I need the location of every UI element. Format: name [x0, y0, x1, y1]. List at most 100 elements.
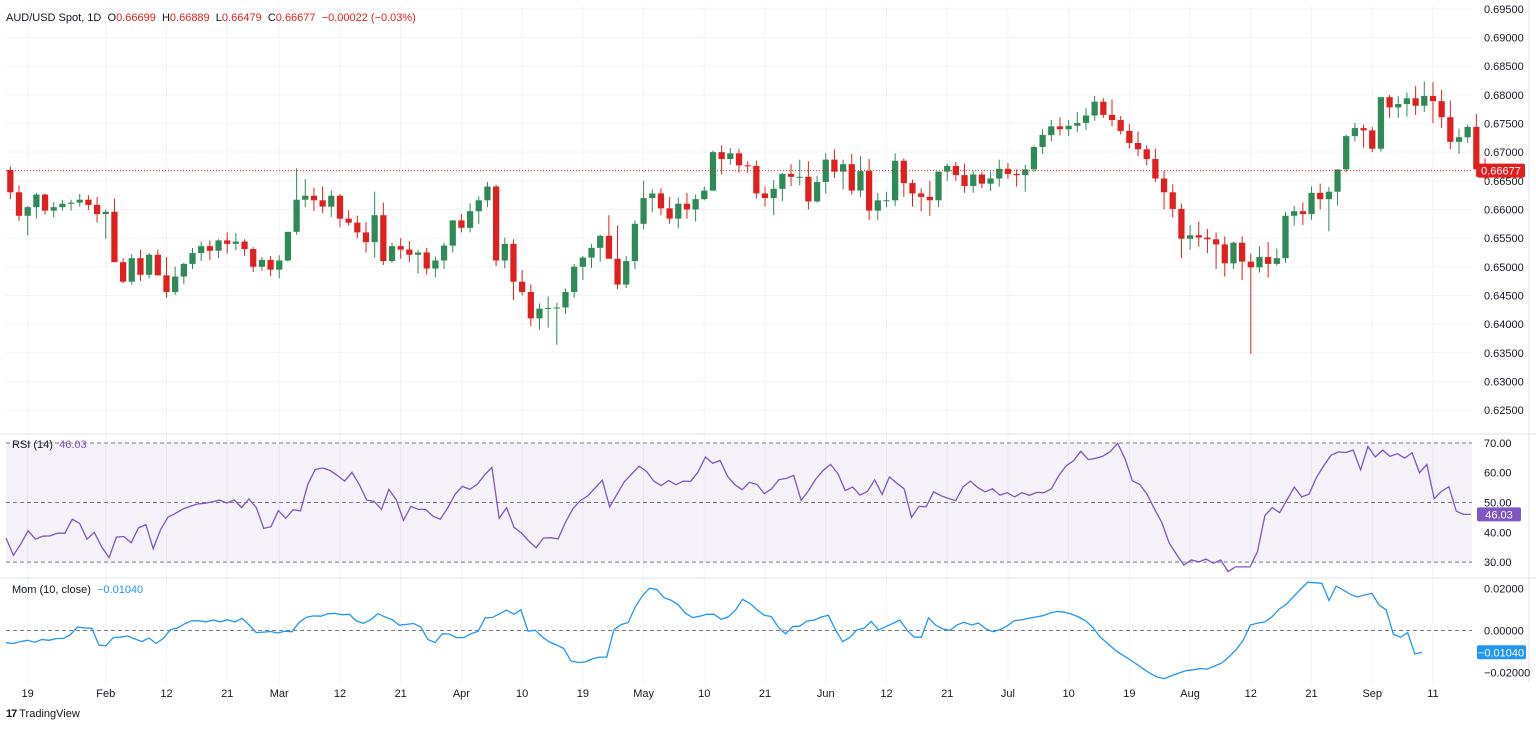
candle-body: [1117, 120, 1124, 131]
candle-body: [614, 258, 621, 285]
candle-body: [579, 257, 586, 267]
price-tick-label: 0.67500: [1484, 118, 1524, 130]
candle-body: [1395, 104, 1402, 108]
candle-body: [1317, 192, 1324, 200]
price-tick-label: 0.69000: [1484, 33, 1524, 45]
candle-body: [1056, 126, 1064, 130]
candle-body: [1325, 191, 1332, 200]
change-value: −0.00022 (−0.03%): [321, 12, 416, 24]
candle-body: [753, 165, 760, 194]
last-price-badge: [1477, 163, 1525, 178]
x-tick-label: 19: [1123, 688, 1135, 700]
candle-body: [1004, 168, 1012, 174]
rsi-tick-label: 60.00: [1484, 468, 1512, 480]
mom-line: [5, 581, 1423, 680]
candle-body: [1230, 242, 1237, 264]
tradingview-branding[interactable]: 17 TradingView: [6, 708, 80, 720]
candle-body: [1447, 117, 1454, 142]
candle-body: [1039, 134, 1046, 147]
candle-body: [1212, 239, 1220, 245]
rsi-current-value: 46.03: [59, 439, 87, 451]
candle-body: [1265, 257, 1272, 264]
candle-body: [909, 183, 916, 194]
candle-body: [33, 194, 40, 208]
mom-tick-label: 0.00000: [1484, 625, 1524, 637]
mom-tick-label: 0.02000: [1484, 583, 1524, 595]
price-tick-label: 0.64000: [1484, 319, 1524, 331]
candle-body: [987, 178, 994, 184]
candle-body: [1351, 128, 1359, 137]
candle-body: [1386, 97, 1393, 108]
candle-body: [1308, 192, 1315, 215]
candle-body: [406, 249, 413, 255]
candle-body: [1178, 208, 1185, 239]
candle-body: [1438, 101, 1445, 118]
candle-body: [1239, 242, 1246, 262]
candle-body: [1247, 261, 1254, 268]
candle-body: [701, 190, 708, 200]
candle-body: [284, 231, 292, 261]
price-tick-label: 0.67000: [1484, 147, 1524, 159]
rsi-value-label: 46.03: [1485, 509, 1513, 521]
candle-body: [1273, 258, 1280, 264]
candle-body: [553, 307, 560, 309]
candle-body: [1186, 235, 1194, 239]
candle-body: [831, 159, 838, 172]
candle-body: [1108, 114, 1116, 121]
candle-body: [1473, 126, 1480, 170]
candle-body: [1065, 125, 1072, 130]
candle-body: [874, 200, 881, 211]
candle-body: [1464, 126, 1471, 138]
candle-body: [761, 193, 769, 199]
candle-body: [492, 186, 500, 261]
tradingview-logo-icon: 17: [6, 708, 17, 720]
price-tick-label: 0.65000: [1484, 262, 1524, 274]
candle-body: [258, 259, 266, 267]
candle-body: [588, 247, 595, 258]
x-tick-label: 19: [577, 688, 589, 700]
candle-body: [449, 220, 456, 246]
candle-body: [839, 164, 847, 172]
mom-legend: Mom (10, close) −0.01040: [12, 584, 143, 596]
candle-body: [440, 245, 448, 261]
candle-body: [1160, 178, 1168, 193]
mom-label: Mom (10, close): [12, 584, 91, 596]
candle-body: [1334, 169, 1341, 192]
candle-body: [857, 171, 864, 191]
x-tick-label: Sep: [1362, 688, 1382, 700]
candle-body: [727, 153, 734, 160]
candle-body: [1282, 215, 1289, 259]
candle-body: [1403, 98, 1411, 105]
candle-body: [1360, 128, 1367, 131]
candle-body: [1299, 211, 1306, 215]
candle-body: [865, 171, 873, 211]
price-tick-label: 0.62500: [1484, 405, 1524, 417]
x-tick-label: Aug: [1180, 688, 1200, 700]
candle-body: [683, 203, 691, 210]
low-value: 0.66479: [221, 12, 262, 24]
candle-body: [649, 193, 656, 199]
candle-body: [1377, 97, 1385, 149]
candle-body: [328, 195, 335, 207]
close-value: 0.66677: [275, 12, 316, 24]
candle-body: [770, 188, 777, 199]
candle-body: [519, 281, 526, 293]
mom-value-label: −0.01040: [1478, 647, 1524, 659]
x-tick-label: 12: [880, 688, 892, 700]
candle-body: [787, 173, 795, 177]
candle-body: [571, 266, 578, 293]
candle-body: [692, 199, 699, 210]
candle-body: [388, 246, 396, 262]
candle-body: [657, 193, 665, 209]
candle-body: [432, 260, 439, 269]
candle-body: [224, 240, 231, 244]
candle-body: [935, 171, 942, 201]
candle-body: [1030, 146, 1038, 170]
candle-body: [631, 223, 639, 262]
candle-body: [189, 253, 196, 264]
candle-body: [76, 199, 83, 203]
candle-body: [744, 165, 751, 167]
candle-body: [466, 211, 474, 228]
candle-body: [1022, 169, 1029, 176]
